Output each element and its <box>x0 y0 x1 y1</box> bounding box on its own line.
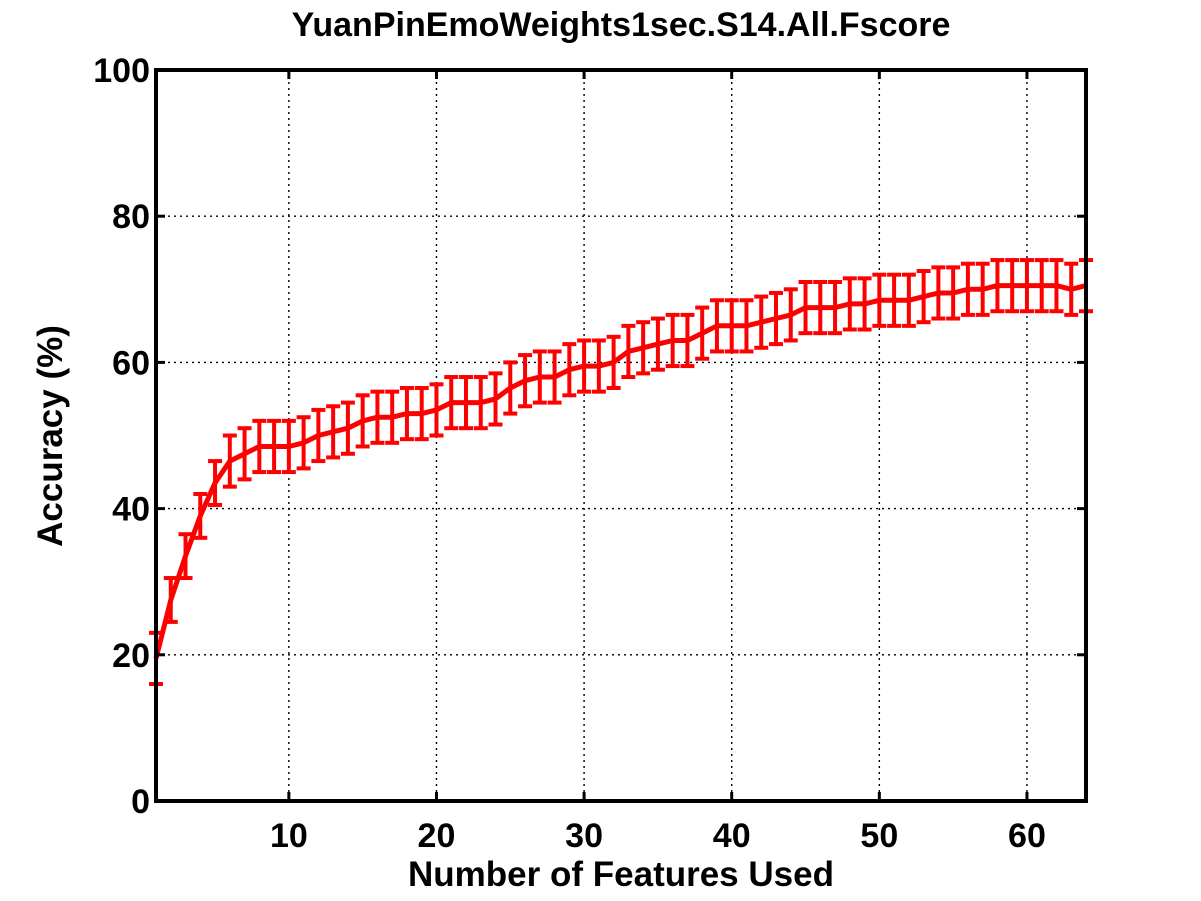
series-line <box>153 283 1087 660</box>
y-axis-label: Accuracy (%) <box>31 325 70 547</box>
grid-layer <box>156 70 1086 801</box>
series-layer <box>149 258 1093 687</box>
x-tick-label: 60 <box>1008 817 1046 855</box>
y-tick-label: 40 <box>112 491 150 529</box>
x-tick-label: 50 <box>860 817 898 855</box>
chart-title: YuanPinEmoWeights1sec.S14.All.Fscore <box>292 6 951 44</box>
x-tick-label: 40 <box>713 817 751 855</box>
y-tick-label: 0 <box>131 783 150 821</box>
y-tick-label: 60 <box>112 344 150 382</box>
plot-area-frame <box>154 68 1088 803</box>
tick-layer: 10 20 30 40 50 60 0 20 40 60 80 100 <box>93 52 1086 855</box>
x-tick-label: 20 <box>418 817 456 855</box>
y-tick-label: 100 <box>93 52 150 90</box>
x-tick-label: 30 <box>565 817 603 855</box>
x-axis-label: Number of Features Used <box>408 855 834 894</box>
x-tick-label: 10 <box>270 817 308 855</box>
y-tick-label: 20 <box>112 637 150 675</box>
y-tick-label: 80 <box>112 198 150 236</box>
